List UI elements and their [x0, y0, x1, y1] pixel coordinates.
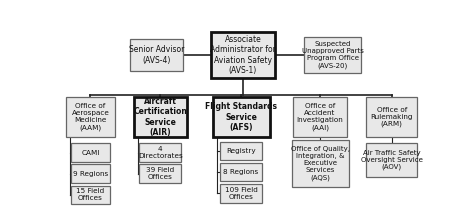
FancyBboxPatch shape [304, 37, 361, 73]
FancyBboxPatch shape [130, 39, 183, 71]
FancyBboxPatch shape [213, 97, 270, 137]
Text: CAMI: CAMI [81, 150, 100, 156]
FancyBboxPatch shape [71, 143, 110, 162]
Text: Associate
Administrator for
Aviation Safety
(AVS-1): Associate Administrator for Aviation Saf… [210, 35, 276, 75]
Text: Office of
Rulemaking
(ARM): Office of Rulemaking (ARM) [371, 107, 413, 127]
Text: Office of
Aerospace
Medicine
(AAM): Office of Aerospace Medicine (AAM) [72, 103, 109, 131]
FancyBboxPatch shape [134, 97, 187, 137]
Text: 15 Field
Offices: 15 Field Offices [76, 189, 105, 202]
FancyBboxPatch shape [292, 140, 348, 187]
Text: Office of Quality,
Integration, &
Executive
Services
(AQS): Office of Quality, Integration, & Execut… [291, 146, 349, 181]
Text: 39 Field
Offices: 39 Field Offices [146, 167, 174, 180]
FancyBboxPatch shape [366, 97, 418, 137]
FancyBboxPatch shape [66, 97, 115, 137]
FancyBboxPatch shape [139, 165, 182, 183]
FancyBboxPatch shape [293, 97, 346, 137]
Text: Suspected
Unapproved Parts
Program Office
(AVS-20): Suspected Unapproved Parts Program Offic… [302, 41, 364, 69]
Text: Registry: Registry [226, 148, 256, 154]
Text: Flight Standards
Service
(AFS): Flight Standards Service (AFS) [205, 102, 277, 132]
FancyBboxPatch shape [71, 165, 110, 183]
FancyBboxPatch shape [71, 186, 110, 204]
FancyBboxPatch shape [366, 143, 418, 177]
Text: 9 Regions: 9 Regions [73, 171, 108, 177]
Text: Office of
Accident
Investigation
(AAI): Office of Accident Investigation (AAI) [297, 103, 344, 131]
FancyBboxPatch shape [220, 163, 262, 182]
Text: Aircraft
Certification
Service
(AIR): Aircraft Certification Service (AIR) [133, 97, 187, 137]
FancyBboxPatch shape [220, 184, 262, 203]
Text: Senior Advisor
(AVS-4): Senior Advisor (AVS-4) [129, 46, 184, 65]
FancyBboxPatch shape [211, 32, 275, 78]
Text: 4
Directorates: 4 Directorates [138, 146, 182, 159]
Text: 8 Regions: 8 Regions [223, 169, 259, 175]
FancyBboxPatch shape [139, 143, 182, 162]
Text: Air Traffic Safety
Oversight Service
(AOV): Air Traffic Safety Oversight Service (AO… [361, 150, 423, 170]
Text: 109 Field
Offices: 109 Field Offices [225, 187, 257, 200]
FancyBboxPatch shape [220, 142, 262, 160]
